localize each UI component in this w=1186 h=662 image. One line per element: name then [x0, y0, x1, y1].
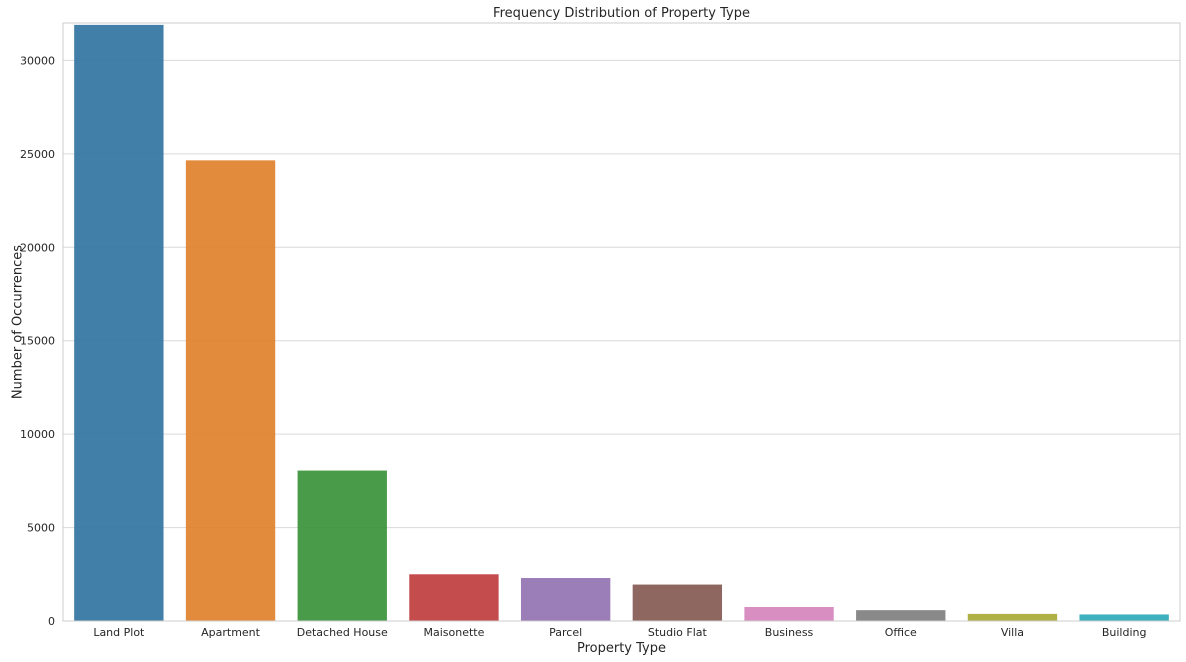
bar-parcel [520, 578, 611, 621]
y-tick-label: 5000 [27, 522, 55, 535]
y-tick-label: 30000 [20, 54, 55, 67]
bar-business [744, 606, 834, 621]
bar-land-plot [74, 24, 164, 621]
x-tick-label: Business [765, 626, 814, 639]
bar-building [1079, 614, 1169, 621]
bar-maisonette [409, 574, 499, 621]
x-axis-ticks: Land Plot Apartment Detached House Maisonet… [93, 626, 1146, 639]
bar-detached-house [297, 470, 387, 621]
y-tick-label: 10000 [20, 428, 55, 441]
x-tick-label: Parcel [549, 626, 582, 639]
x-tick-label: Building [1102, 626, 1147, 639]
y-tick-label: 20000 [20, 241, 55, 254]
x-tick-label: Detached House [297, 626, 388, 639]
chart-title: Frequency Distribution of Property Type [493, 6, 750, 21]
x-tick-label: Land Plot [93, 626, 145, 639]
bar-villa [967, 613, 1058, 621]
bar-studio-flat [632, 584, 723, 621]
bar-office [856, 610, 946, 621]
y-tick-label: 15000 [20, 335, 55, 348]
x-tick-label: Office [885, 626, 917, 639]
bars [74, 24, 1169, 621]
plot-frame [62, 22, 1181, 622]
x-tick-label: Maisonette [424, 626, 485, 639]
y-axis-label: Number of Occurrences [11, 245, 26, 399]
y-tick-label: 0 [48, 615, 55, 628]
x-tick-label: Studio Flat [648, 626, 708, 639]
x-tick-label: Apartment [201, 626, 261, 639]
y-tick-label: 25000 [20, 148, 55, 161]
x-tick-label: Villa [1001, 626, 1024, 639]
y-axis-ticks: 0 5000 10000 15000 20000 25000 30000 [20, 54, 55, 628]
bar-apartment [185, 160, 276, 621]
x-axis-label: Property Type [577, 641, 666, 656]
